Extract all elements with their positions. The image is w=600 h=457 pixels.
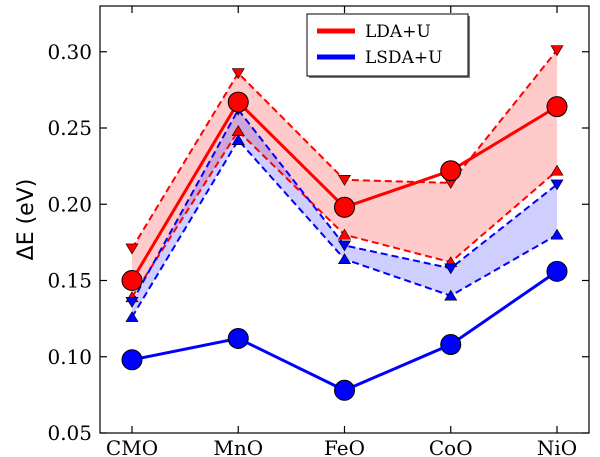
- lda-u-upper-marker: [231, 68, 245, 80]
- legend: LDA+U LSDA+U: [306, 13, 470, 78]
- lsda-u-upper-marker: [337, 240, 352, 252]
- lsda-u-point: [227, 327, 249, 349]
- legend-box: [306, 13, 469, 77]
- y-tick-label: 0.25: [47, 116, 92, 140]
- lsda-u-lower-marker: [550, 228, 564, 240]
- lsda-u-point: [440, 334, 462, 356]
- lda-u-upper-marker: [125, 243, 139, 255]
- x-tick-label: MnO: [213, 436, 263, 457]
- lsda-u-lower-marker: [444, 289, 458, 301]
- x-ticks: CMO MnO FeO CoO NiO: [106, 6, 577, 457]
- lsda-u-line: [131, 270, 558, 392]
- lsda-u-upper-marker: [444, 263, 458, 275]
- lda-u-upper-marker: [337, 175, 352, 186]
- legend-lda-u-label: LDA+U: [365, 22, 431, 42]
- x-tick-label: CMO: [106, 436, 158, 457]
- lda-u-point: [334, 196, 355, 218]
- x-tick-label: FeO: [324, 436, 365, 457]
- y-ticks: 0.05 0.10 0.15 0.20 0.25 0.30: [47, 40, 589, 445]
- x-tick-label: CoO: [429, 436, 473, 457]
- series-markers: [121, 45, 568, 401]
- lsda-u-point: [546, 260, 568, 282]
- lda-u-point: [227, 91, 249, 113]
- legend-lsda-u-label: LSDA+U: [365, 48, 442, 68]
- lsda-u-lower-marker: [125, 311, 139, 322]
- lda-u-lower-marker: [550, 164, 564, 176]
- y-tick-label: 0.30: [47, 40, 92, 64]
- y-tick-label: 0.05: [47, 421, 92, 445]
- x-tick-label: NiO: [537, 436, 577, 457]
- lsda-u-lower-marker: [337, 253, 352, 264]
- lsda-u-point: [334, 379, 355, 401]
- y-tick-label: 0.15: [47, 269, 92, 293]
- y-tick-label: 0.10: [47, 345, 92, 369]
- lsda-u-upper-marker: [550, 179, 564, 191]
- lda-u-point: [546, 96, 568, 118]
- lda-u-point: [440, 160, 462, 182]
- lsda-u-upper-marker: [125, 297, 139, 308]
- lda-u-upper-marker: [550, 45, 564, 57]
- lda-u-lower-marker: [337, 228, 352, 240]
- y-axis-label: ΔE (eV): [14, 179, 39, 261]
- lsda-u-point: [121, 349, 143, 371]
- lda-u-point: [121, 270, 143, 291]
- y-tick-label: 0.20: [47, 192, 92, 216]
- lsda-u-lower-marker: [231, 134, 245, 145]
